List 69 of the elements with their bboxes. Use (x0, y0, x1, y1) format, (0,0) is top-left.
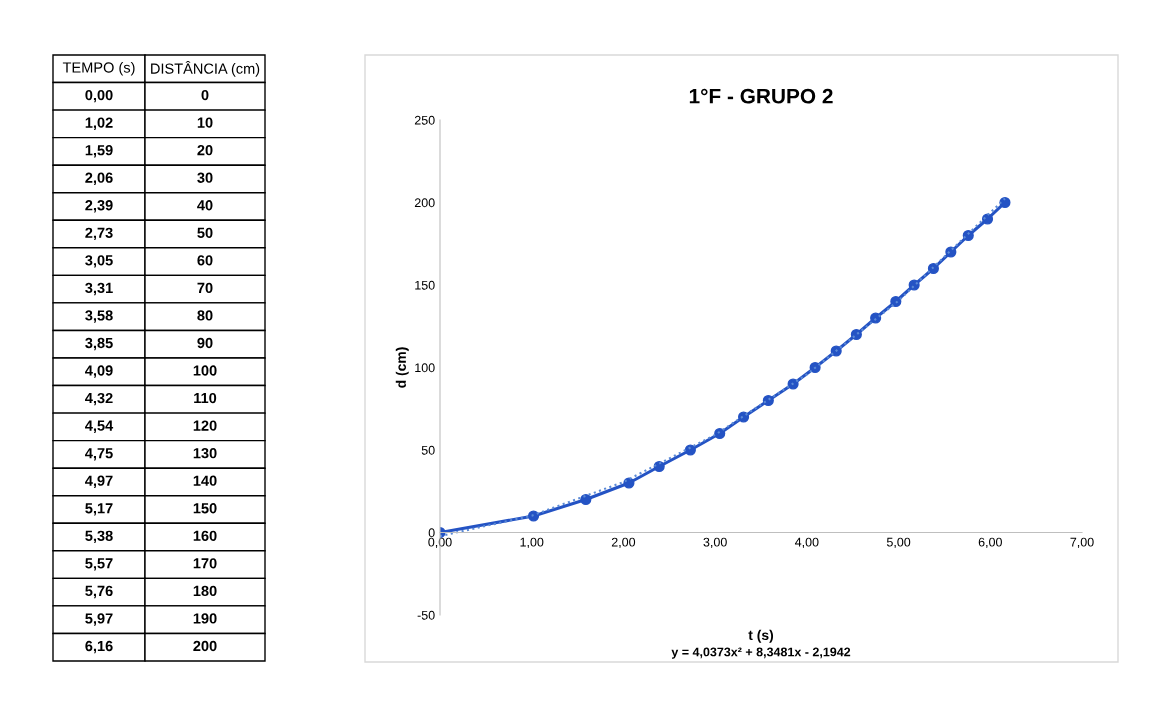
text: 120 (193, 420, 217, 431)
text: 5,17 (85, 503, 113, 516)
text: y = 4,0373x² + 8,3481x - 2,1942 (671, 647, 851, 659)
point (927, 262, 939, 275)
text: 0,00 (85, 89, 113, 103)
text: 80 (197, 310, 213, 321)
text: 3,58 (85, 310, 113, 323)
text: 90 (197, 337, 213, 349)
chart-title: 1°F - GRUPO 2 (689, 88, 833, 104)
text: 180 (193, 585, 217, 597)
text: TEMPO (s) (62, 61, 135, 76)
text: 160 (193, 530, 217, 541)
x-tick-label: 6,00 (978, 537, 1002, 549)
text: 30 (197, 172, 213, 183)
text: DISTÂNCIA (cm) (151, 60, 260, 77)
text: 70 (197, 282, 213, 294)
x-tick-label: 3,00 (703, 537, 727, 549)
y-tick-label: 100 (415, 363, 435, 373)
text: 5,76 (85, 585, 113, 599)
text: 6,16 (85, 640, 113, 654)
text: 4,09 (85, 365, 113, 378)
y-tick-label: 250 (414, 115, 435, 125)
text: 140 (193, 475, 217, 486)
text: 0 (201, 89, 209, 101)
text: 4,97 (85, 475, 113, 488)
text: 2,39 (85, 200, 113, 213)
x-tick-label: 2,00 (611, 537, 636, 549)
text: 5,97 (85, 613, 113, 626)
text: 100 (193, 365, 217, 376)
x-tick-label: 4,00 (794, 537, 819, 549)
text: 110 (194, 392, 217, 404)
text: 200 (193, 640, 217, 652)
text: 4,75 (85, 448, 113, 461)
text: 190 (193, 613, 217, 624)
text: 2,06 (85, 172, 113, 185)
point (580, 493, 592, 506)
text: 1,02 (85, 117, 113, 130)
text: 4,32 (85, 392, 113, 406)
text: 2,73 (85, 227, 113, 241)
text: 10 (197, 117, 213, 128)
text: 5,38 (85, 530, 113, 544)
point (684, 444, 696, 456)
x-tick-label: 0,00 (428, 537, 452, 549)
x-tick-label: 7,00 (1070, 537, 1094, 549)
text: 60 (197, 255, 213, 266)
x-tick-label: 5,00 (886, 537, 911, 549)
text: 150 (193, 503, 217, 514)
text: 170 (193, 558, 217, 569)
y-tick-label: 200 (414, 198, 435, 208)
text: 3,31 (85, 282, 113, 296)
y-tick-label: -50 (417, 610, 435, 620)
y-axis-title: d (cm) (395, 347, 409, 388)
point (890, 295, 902, 308)
text: 50 (197, 227, 213, 238)
text: 3,05 (85, 255, 113, 268)
text: 20 (197, 145, 213, 156)
text: 3,85 (85, 337, 113, 351)
text: 40 (197, 200, 213, 211)
point (714, 427, 726, 440)
y-tick-label: 50 (421, 445, 435, 455)
point (527, 510, 540, 522)
y-tick-label: 150 (415, 280, 435, 290)
text: 5,57 (85, 558, 113, 571)
text: 1,59 (85, 145, 113, 158)
x-axis-title: t (s) (748, 629, 774, 643)
x-tick-label: 1,00 (520, 537, 544, 549)
text: 4,54 (85, 420, 114, 433)
y-tick-label: 0 (428, 528, 435, 538)
text: 130 (193, 448, 217, 459)
